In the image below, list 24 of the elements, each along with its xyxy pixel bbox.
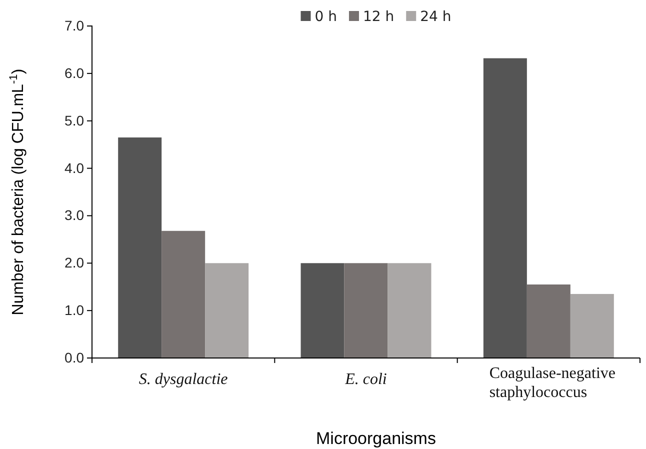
x-axis-title: Microorganisms <box>316 429 436 448</box>
y-tick-label: 6.0 <box>64 64 84 81</box>
legend-label: 24 h <box>420 9 452 25</box>
y-tick-label: 5.0 <box>64 112 84 128</box>
legend-label: 12 h <box>362 9 394 25</box>
bar <box>162 230 206 358</box>
y-tick-label: 0.0 <box>64 349 84 366</box>
x-tick-label: Coagulase-negative staphylococcus <box>489 365 616 401</box>
bar <box>344 263 388 358</box>
x-tick-label: S. dysgalactie <box>138 371 228 388</box>
legend-label: 0 h <box>314 9 337 25</box>
y-tick-label: 3.0 <box>64 207 84 224</box>
bar <box>526 284 570 358</box>
y-tick-label: 2.0 <box>64 254 84 271</box>
bar <box>570 294 614 358</box>
bar <box>205 263 249 358</box>
x-tick-label: E. coli <box>344 371 387 388</box>
bar <box>483 58 527 358</box>
y-tick-label: 7.0 <box>64 17 84 34</box>
bar <box>300 263 344 358</box>
y-tick-label: 1.0 <box>64 302 84 318</box>
bar <box>118 137 162 358</box>
y-tick-label: 4.0 <box>64 160 84 176</box>
bar <box>388 263 432 358</box>
